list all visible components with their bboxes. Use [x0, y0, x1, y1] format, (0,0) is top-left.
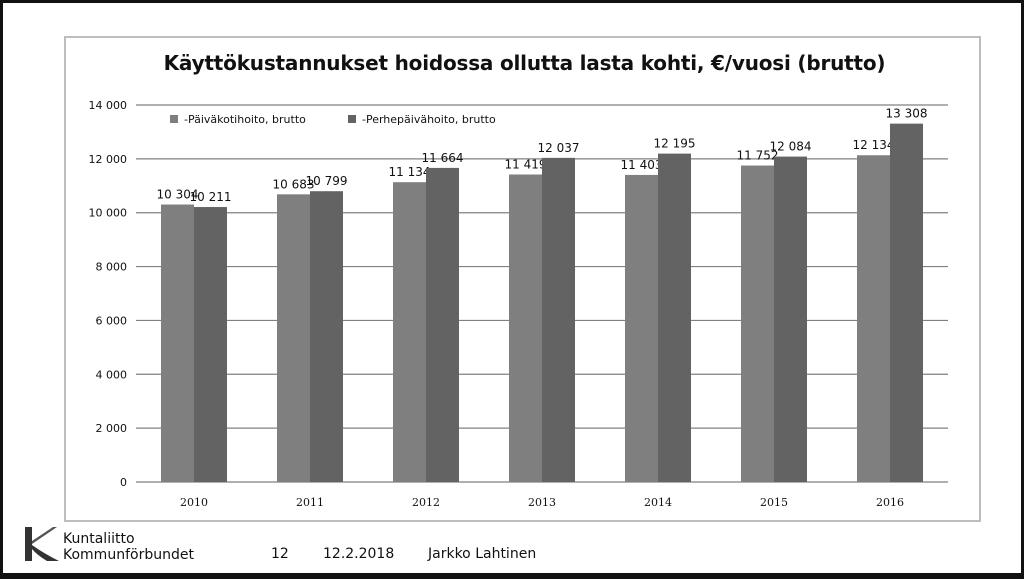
x-tick-label: 2015	[760, 496, 788, 509]
bar	[857, 155, 890, 482]
bar	[741, 165, 774, 482]
data-label: 11 134	[389, 165, 431, 179]
page-number: 12	[271, 546, 289, 562]
data-label: 12 134	[853, 138, 895, 152]
x-tick-label: 2011	[296, 496, 324, 509]
data-label: 10 799	[306, 174, 348, 188]
slide-author: Jarkko Lahtinen	[428, 546, 537, 562]
bar	[542, 157, 575, 482]
y-tick-label: 2 000	[96, 422, 128, 435]
data-label: 10 683	[273, 177, 315, 191]
data-label: 11 419	[505, 158, 547, 172]
org-name-sv: Kommunförbundet	[63, 547, 194, 563]
bar	[509, 174, 542, 483]
legend-swatch	[348, 115, 356, 123]
data-label: 12 195	[654, 137, 696, 151]
slide-date: 12.2.2018	[323, 546, 395, 562]
y-tick-label: 12 000	[89, 153, 128, 166]
bar	[426, 167, 459, 482]
legend-label: -Perhepäivähoito, brutto	[362, 113, 496, 126]
chart-area: Käyttökustannukset hoidossa ollutta last…	[64, 36, 981, 522]
y-tick-label: 4 000	[96, 368, 128, 381]
chart-plot: 0 2 000 4 000 6 000 8 000 10 000 12 000 14 000 1…	[89, 99, 948, 509]
data-label: 11 752	[737, 149, 779, 163]
data-label: 11 403	[621, 158, 663, 172]
data-label: 12 037	[538, 141, 580, 155]
bar	[890, 123, 923, 482]
bar	[310, 191, 343, 482]
data-label: 13 308	[886, 107, 928, 121]
y-tick-label: 0	[120, 476, 127, 489]
bar	[161, 204, 194, 482]
bar	[658, 153, 691, 482]
x-tick-label: 2012	[412, 496, 440, 509]
kuntaliitto-logo-icon	[25, 527, 59, 561]
bar	[625, 174, 658, 482]
chart-title: Käyttökustannukset hoidossa ollutta last…	[163, 51, 886, 75]
legend-swatch	[170, 115, 178, 123]
data-label: 12 084	[770, 140, 812, 154]
data-label: 11 664	[422, 151, 464, 165]
bar	[277, 194, 310, 482]
x-tick-label: 2013	[528, 496, 556, 509]
y-tick-label: 6 000	[96, 314, 128, 327]
x-tick-label: 2016	[876, 496, 904, 509]
x-tick-label: 2010	[180, 496, 208, 509]
y-tick-label: 10 000	[89, 207, 128, 220]
data-label: 10 304	[157, 188, 199, 202]
data-label: 10 211	[190, 190, 232, 204]
x-tick-label: 2014	[644, 496, 672, 509]
legend-label: -Päiväkotihoito, brutto	[184, 113, 306, 126]
y-tick-label: 14 000	[89, 99, 128, 112]
bar	[774, 156, 807, 482]
org-name-fi: Kuntaliitto	[63, 531, 135, 547]
bar	[194, 207, 227, 483]
y-tick-label: 8 000	[96, 261, 128, 274]
bar	[393, 182, 426, 482]
